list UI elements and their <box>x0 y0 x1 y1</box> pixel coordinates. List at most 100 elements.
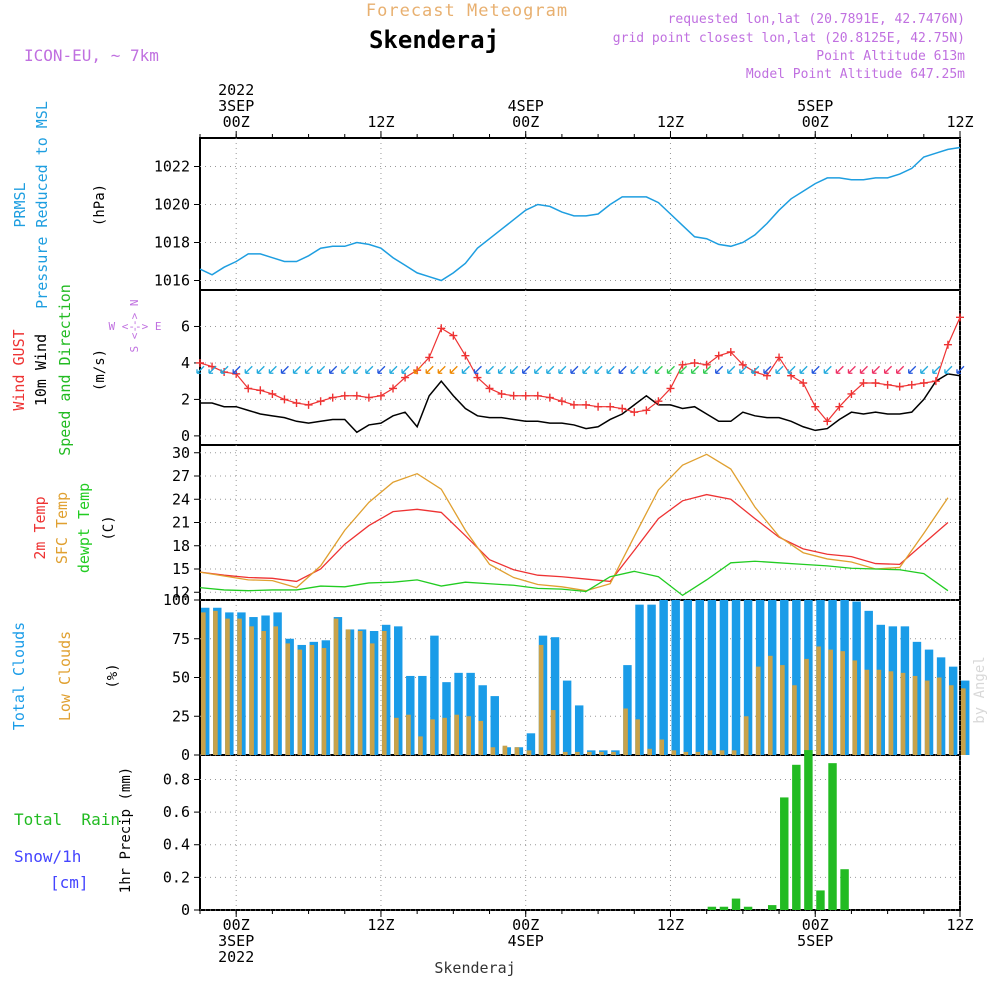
wind-direction-arrow <box>461 365 470 374</box>
wind-direction-arrow <box>558 365 567 374</box>
wind-direction-arrow <box>883 365 893 374</box>
wind-direction-arrow <box>473 365 482 374</box>
gust-marker <box>654 397 663 406</box>
precip-labels: Total Rain Snow/1h [cm] 1hr Precip (mm) <box>14 767 134 893</box>
gust-marker <box>376 391 385 400</box>
bottom-date-label: 5SEP <box>797 932 833 950</box>
temp-dewpt-label: dewpt Temp <box>75 483 93 573</box>
pressure-line <box>199 146 961 282</box>
gust-marker <box>666 384 675 393</box>
low-cloud-bar <box>840 651 846 755</box>
low-cloud-bar <box>490 747 496 755</box>
wind-direction-arrow <box>908 365 917 374</box>
gust-marker <box>618 404 627 413</box>
gust-marker <box>907 380 916 389</box>
low-cloud-bar <box>961 688 966 755</box>
total-cloud-bar <box>731 600 741 755</box>
gust-marker <box>533 391 542 400</box>
gust-marker <box>847 389 856 398</box>
low-cloud-bar <box>285 643 291 755</box>
low-cloud-bar <box>912 675 918 755</box>
gust-marker <box>943 340 952 349</box>
wind-speed-line <box>200 373 961 434</box>
gust-marker <box>449 331 458 340</box>
total-cloud-bar <box>695 600 705 755</box>
rain-label: Total Rain <box>14 810 120 829</box>
wind-direction-arrow <box>437 365 446 374</box>
gust-marker <box>352 391 361 400</box>
wind-direction-arrow <box>329 365 338 374</box>
low-cloud-bar <box>876 669 882 755</box>
wind-direction-arrow <box>678 365 687 374</box>
compass-we: W <--> E <box>109 320 162 333</box>
low-cloud-bar <box>719 750 725 755</box>
gust-marker <box>425 353 434 362</box>
precip-unit: 1hr Precip (mm) <box>118 767 134 893</box>
gust-marker <box>389 384 398 393</box>
gust-marker <box>437 324 446 333</box>
wind-direction-arrow <box>401 365 410 374</box>
wind-direction-arrow <box>823 365 832 374</box>
wind-direction-arrow <box>871 365 881 374</box>
gust-marker <box>690 358 699 367</box>
wind-direction-arrow <box>377 365 386 374</box>
panel-frames <box>199 137 961 911</box>
gust-marker <box>956 313 964 322</box>
ytick-label: 75 <box>172 630 190 648</box>
clouds-unit: (%) <box>105 663 121 688</box>
wind-direction-arrow <box>666 365 675 374</box>
wind-direction-arrow <box>727 365 736 374</box>
snow-label: Snow/1h <box>14 847 81 866</box>
total-cloud-bar <box>478 685 487 755</box>
bottom-date-label: 00Z <box>512 916 539 934</box>
low-cloud-bar <box>357 631 363 755</box>
rain-bar <box>707 906 717 910</box>
ytick-label: 0.8 <box>163 770 190 788</box>
gust-marker <box>340 391 349 400</box>
low-cloud-bar <box>430 719 435 755</box>
ytick-label: 21 <box>172 514 190 532</box>
wind-direction-arrow <box>642 365 651 374</box>
model-label: ICON-EU, ~ 7km <box>24 46 159 65</box>
low-cloud-bar <box>635 719 640 755</box>
wind-direction-arrow <box>522 365 531 374</box>
gust-marker <box>702 360 711 369</box>
gust-marker <box>256 386 265 395</box>
pressure-labels: PRMSL Pressure Reduced to MSL (hPa) <box>11 101 108 309</box>
low-cloud-bar <box>767 655 773 755</box>
ytick-label: 4 <box>181 354 190 372</box>
gust-marker <box>606 402 615 411</box>
low-cloud-bar <box>249 626 254 755</box>
wind-direction-arrow <box>485 365 494 374</box>
point-altitude: Point Altitude 613m <box>816 49 965 64</box>
low-cloud-bar <box>623 708 628 755</box>
total-cloud-bar <box>683 600 692 755</box>
grid-lines <box>200 138 961 911</box>
watermark: by Angel <box>972 656 988 723</box>
rain-bar <box>767 905 777 910</box>
wind-direction-arrow <box>944 365 953 374</box>
ytick-label: 18 <box>172 537 190 555</box>
gust-marker <box>871 379 880 387</box>
wind-direction-arrow <box>365 365 374 374</box>
ytick-label: 1022 <box>154 158 190 176</box>
gust-marker <box>208 362 217 371</box>
wind-direction-arrow <box>353 365 362 374</box>
low-cloud-bar <box>888 671 894 755</box>
wind-direction-arrow <box>534 365 543 374</box>
low-cloud-bar <box>852 660 858 755</box>
rain-bar <box>840 869 849 910</box>
gust-marker <box>545 393 554 402</box>
requested-coords: requested lon,lat (20.7891E, 42.7476N) <box>668 12 965 27</box>
total-clouds-label: Total Clouds <box>10 622 28 730</box>
wind-direction-arrow <box>811 365 820 374</box>
low-cloud-bar <box>948 685 954 755</box>
total-cloud-bar <box>418 675 427 755</box>
y-axes: 1016101810201022024612151821242730025507… <box>154 158 200 919</box>
wind-direction-arrow <box>232 365 241 374</box>
gust-marker <box>678 360 687 369</box>
wind-direction-arrow <box>751 365 760 374</box>
snow-unit: [cm] <box>50 873 89 892</box>
top-tick-label: 12Z <box>657 113 684 131</box>
wind-direction-arrow <box>606 365 615 374</box>
